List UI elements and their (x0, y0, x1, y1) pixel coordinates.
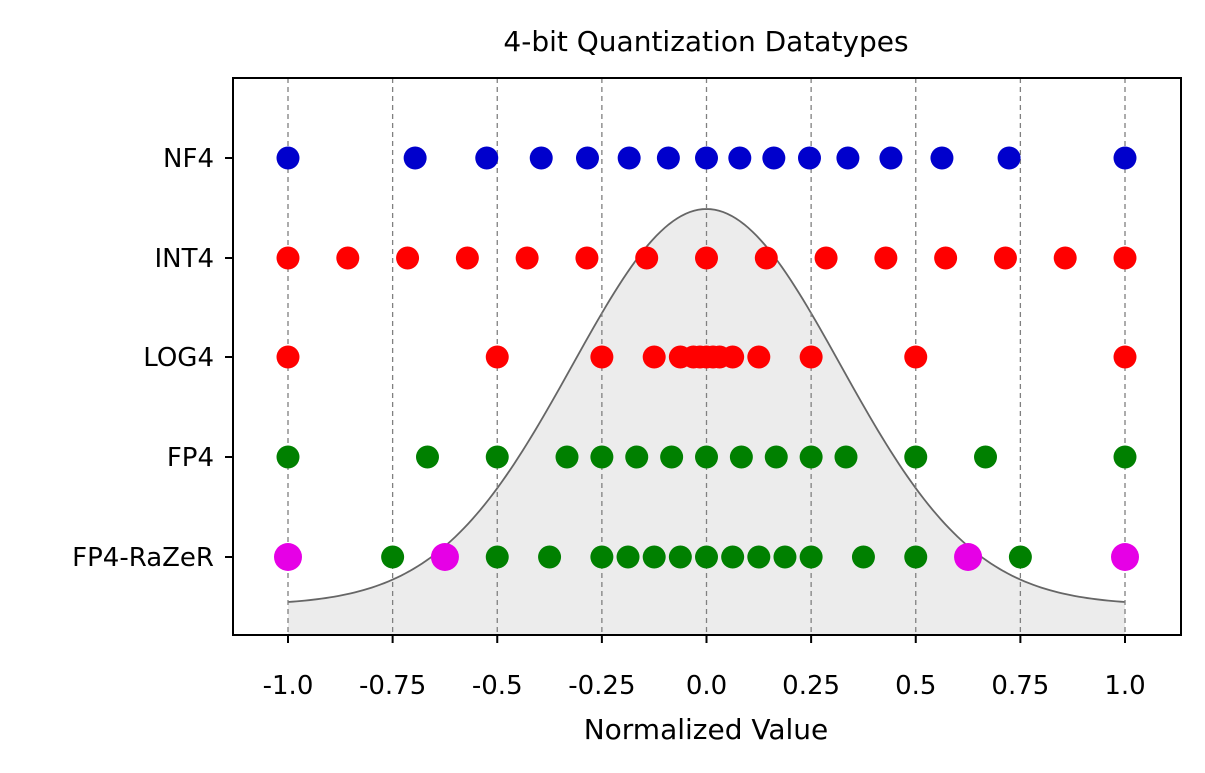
data-point-nf4 (930, 146, 954, 170)
data-point-fp4 (1113, 445, 1137, 469)
data-point-nf4 (997, 146, 1021, 170)
data-point-nf4 (529, 146, 553, 170)
x-axis-label: Normalized Value (584, 713, 829, 746)
data-point-log4 (799, 345, 823, 369)
data-point-fp4 (764, 445, 788, 469)
data-point-fp4-razer (668, 545, 692, 569)
data-point-int4 (455, 246, 479, 270)
data-point-fp4 (695, 445, 718, 469)
data-point-nf4 (403, 146, 427, 170)
data-point-fp4 (974, 445, 998, 469)
data-point-log4 (485, 345, 509, 369)
data-point-nf4 (695, 146, 718, 170)
x-tick-label: 0.5 (895, 671, 936, 701)
data-point-fp4-razer (274, 543, 302, 571)
data-point-int4 (575, 246, 599, 270)
data-point-fp4 (276, 445, 300, 469)
data-point-int4 (515, 246, 539, 270)
data-point-log4 (590, 345, 614, 369)
x-tick-label: -0.25 (568, 671, 635, 701)
data-point-int4 (396, 246, 420, 270)
data-point-fp4-razer (642, 545, 666, 569)
x-tick-label: 1.0 (1104, 671, 1145, 701)
data-point-fp4 (555, 445, 579, 469)
data-point-int4 (754, 246, 778, 270)
data-point-fp4 (625, 445, 649, 469)
data-point-nf4 (475, 146, 499, 170)
data-point-nf4 (575, 146, 599, 170)
data-point-int4 (993, 246, 1017, 270)
data-point-log4 (276, 345, 300, 369)
data-point-nf4 (728, 146, 752, 170)
data-point-int4 (1113, 246, 1137, 270)
data-point-nf4 (836, 146, 860, 170)
data-point-int4 (695, 246, 718, 270)
data-point-log4 (642, 345, 666, 369)
data-point-fp4-razer (1008, 545, 1032, 569)
x-tick-label: 0.75 (991, 671, 1049, 701)
data-point-fp4-razer (773, 545, 797, 569)
chart-title: 4-bit Quantization Datatypes (503, 25, 908, 58)
data-points (274, 146, 1139, 571)
data-point-fp4 (660, 445, 684, 469)
data-point-fp4-razer (695, 545, 718, 569)
data-point-nf4 (762, 146, 786, 170)
data-point-fp4-razer (747, 545, 771, 569)
data-point-int4 (1053, 246, 1077, 270)
data-point-nf4 (1113, 146, 1137, 170)
data-point-fp4 (485, 445, 509, 469)
y-tick-label: FP4-RaZeR (72, 543, 214, 573)
data-point-fp4-razer (616, 545, 640, 569)
data-point-log4 (1113, 345, 1137, 369)
data-point-int4 (814, 246, 838, 270)
data-point-fp4-razer (851, 545, 875, 569)
data-point-log4 (747, 345, 771, 369)
data-point-fp4-razer (1111, 543, 1139, 571)
x-axis: -1.0 -0.75 -0.5 -0.25 0.0 0.25 0.5 0.75 1.0 (263, 635, 1146, 701)
x-tick-label: -0.75 (359, 671, 426, 701)
data-point-fp4 (590, 445, 614, 469)
data-point-nf4 (276, 146, 300, 170)
data-point-fp4-razer (721, 545, 745, 569)
data-point-int4 (934, 246, 958, 270)
data-point-int4 (874, 246, 898, 270)
x-tick-label: 0.0 (686, 671, 727, 701)
data-point-fp4 (415, 445, 439, 469)
y-tick-label: FP4 (167, 443, 214, 473)
data-point-fp4-razer (904, 545, 928, 569)
data-point-int4 (336, 246, 360, 270)
y-tick-label: NF4 (163, 144, 214, 174)
data-point-int4 (635, 246, 659, 270)
y-tick-label: LOG4 (143, 343, 214, 373)
x-tick-label: -1.0 (263, 671, 314, 701)
data-point-log4 (904, 345, 928, 369)
y-axis: NF4 INT4 LOG4 FP4 FP4-RaZeR (72, 144, 233, 573)
data-point-nf4 (656, 146, 680, 170)
data-point-int4 (276, 246, 300, 270)
data-point-nf4 (617, 146, 641, 170)
x-tick-label: 0.25 (782, 671, 840, 701)
data-point-fp4-razer (538, 545, 562, 569)
x-tick-label: -0.5 (472, 671, 523, 701)
data-point-fp4-razer (799, 545, 823, 569)
y-tick-label: INT4 (154, 244, 214, 274)
data-point-fp4-razer (590, 545, 614, 569)
data-point-nf4 (797, 146, 821, 170)
data-point-fp4 (834, 445, 858, 469)
grid-lines (287, 78, 1126, 635)
data-point-fp4-razer (430, 543, 459, 571)
data-point-fp4 (799, 445, 823, 469)
data-point-fp4-razer (485, 545, 509, 569)
data-point-fp4-razer (954, 543, 983, 571)
data-point-fp4 (904, 445, 928, 469)
data-point-fp4 (729, 445, 753, 469)
data-point-nf4 (879, 146, 903, 170)
data-point-log4 (721, 345, 745, 369)
data-point-fp4-razer (381, 545, 405, 569)
